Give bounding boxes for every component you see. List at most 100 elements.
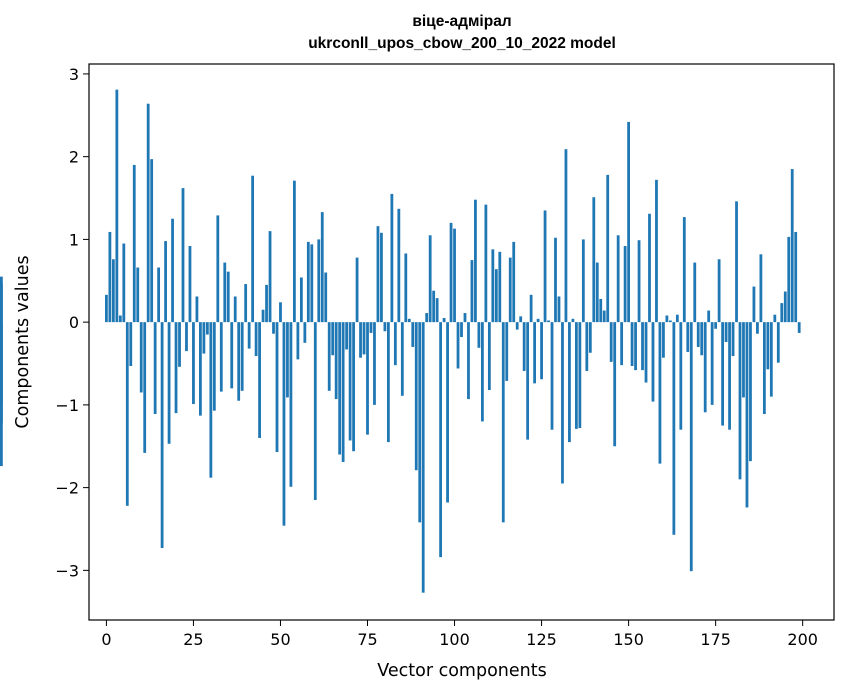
- bar: [289, 322, 293, 487]
- bar: [456, 322, 460, 369]
- bar: [334, 322, 338, 400]
- y-tick-label: 1: [69, 230, 79, 249]
- bar: [387, 322, 390, 443]
- bar: [185, 322, 188, 352]
- bar: [494, 269, 498, 323]
- bar: [118, 315, 122, 323]
- bar: [477, 322, 481, 348]
- bar: [327, 322, 331, 391]
- bar: [146, 103, 150, 323]
- bar: [258, 322, 261, 438]
- bar: [790, 169, 794, 323]
- bar: [672, 322, 676, 535]
- bar: [226, 271, 230, 323]
- bar: [0, 283, 3, 323]
- bar: [390, 193, 394, 323]
- y-tick-label: 0: [69, 313, 79, 332]
- bar: [470, 260, 474, 323]
- bar: [237, 322, 241, 401]
- bar: [411, 322, 415, 347]
- bar: [749, 322, 752, 462]
- bar: [689, 322, 693, 572]
- bar: [317, 239, 321, 323]
- bar: [780, 303, 784, 323]
- x-tick-label: 150: [613, 630, 644, 649]
- bar: [721, 322, 724, 426]
- bar: [0, 322, 3, 424]
- bar: [787, 236, 791, 323]
- bar: [442, 318, 446, 323]
- bar: [783, 291, 787, 323]
- bar: [599, 298, 603, 323]
- bar: [111, 259, 115, 323]
- x-tick-label: 50: [270, 630, 290, 649]
- bars-group: [0, 89, 801, 593]
- x-tick-label: 25: [183, 630, 203, 649]
- bar: [108, 231, 112, 323]
- bar: [623, 246, 627, 323]
- bar: [105, 294, 108, 323]
- bar: [254, 322, 258, 357]
- bar: [286, 322, 289, 398]
- y-tick-label: −1: [55, 396, 79, 415]
- bar: [797, 322, 801, 333]
- bar: [679, 322, 683, 430]
- bar: [164, 241, 167, 323]
- bar: [543, 210, 547, 323]
- bar: [505, 322, 509, 381]
- bar: [345, 322, 349, 350]
- bar: [602, 310, 606, 323]
- bar: [536, 318, 540, 323]
- bar: [484, 204, 488, 323]
- bar: [515, 322, 519, 330]
- bar: [244, 284, 248, 323]
- bar: [491, 249, 495, 323]
- bar: [665, 315, 669, 323]
- bar: [460, 322, 463, 338]
- bar: [209, 322, 213, 478]
- bar: [696, 322, 700, 347]
- bar: [400, 322, 404, 396]
- bar: [481, 322, 484, 422]
- bar: [651, 322, 655, 402]
- bar: [561, 322, 564, 484]
- bar: [115, 89, 119, 323]
- y-axis-ticks: −3 −2 −1 0 1 2 3: [55, 65, 89, 580]
- x-tick-label: 0: [101, 630, 111, 649]
- bar: [188, 246, 192, 323]
- bar: [362, 322, 366, 355]
- bar: [205, 322, 209, 335]
- y-axis-label: Components values: [13, 255, 33, 428]
- bar: [435, 298, 439, 323]
- bar: [432, 290, 436, 323]
- bar: [414, 322, 418, 471]
- bar: [369, 322, 373, 333]
- bar: [366, 322, 369, 435]
- bar: [756, 322, 759, 334]
- bar: [446, 322, 449, 503]
- bar: [616, 235, 620, 323]
- bar: [717, 259, 721, 323]
- bar: [578, 322, 582, 429]
- bar: [745, 322, 749, 508]
- bar: [592, 197, 596, 323]
- y-tick-label: −2: [55, 479, 79, 498]
- bar: [762, 322, 766, 414]
- bar: [606, 174, 610, 323]
- bar: [581, 239, 585, 323]
- bar: [428, 235, 432, 323]
- bar: [554, 237, 557, 323]
- bar: [313, 322, 317, 501]
- bar: [174, 322, 178, 414]
- bar: [383, 322, 387, 332]
- bar: [668, 320, 672, 323]
- bar: [303, 322, 307, 343]
- chart-subtitle: ukrconll_upos_cbow_200_10_2022 model: [308, 35, 616, 52]
- x-tick-label: 100: [439, 630, 470, 649]
- bar: [585, 322, 589, 371]
- x-tick-label: 75: [357, 630, 377, 649]
- bar: [293, 180, 296, 323]
- bar: [129, 322, 133, 366]
- bar: [571, 318, 575, 323]
- bar: [397, 208, 401, 323]
